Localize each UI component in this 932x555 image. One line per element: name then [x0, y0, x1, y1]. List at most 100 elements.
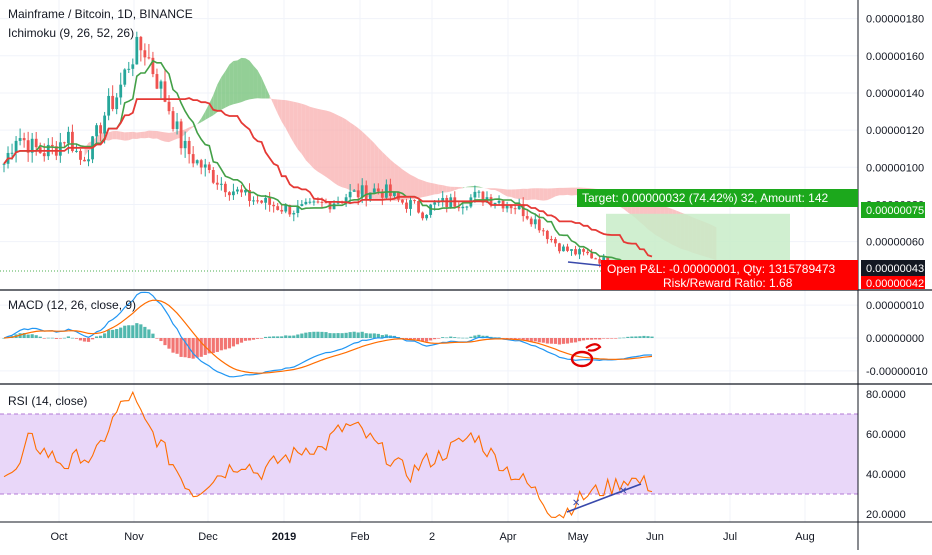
- macd-histogram-bar: [123, 325, 127, 338]
- macd-histogram-bar: [211, 338, 215, 353]
- price-tick-label: 0.00000160: [866, 51, 924, 63]
- cloud-segment: [438, 184, 443, 194]
- macd-histogram-bar: [276, 336, 280, 338]
- macd-histogram-bar: [425, 338, 429, 342]
- time-axis[interactable]: Oct Nov Dec 2019 Feb 2 Apr May Jun Jul Aug: [50, 531, 814, 543]
- cloud-segment: [330, 111, 335, 183]
- candle-body: [87, 159, 90, 162]
- macd-histogram-bar: [312, 331, 316, 338]
- target-label-box[interactable]: [577, 189, 858, 207]
- cloud-segment: [229, 60, 234, 106]
- macd-histogram-bar: [179, 338, 183, 357]
- candle-body: [549, 239, 553, 241]
- macd-histogram-bar: [469, 336, 473, 338]
- macd-annotation-circle[interactable]: [570, 350, 594, 368]
- cloud-segment: [120, 131, 125, 141]
- time-tick-label: Apr: [499, 531, 516, 543]
- candle-body: [123, 69, 127, 85]
- candle-body: [441, 197, 445, 202]
- macd-histogram-bar: [441, 337, 445, 338]
- price-tick-label: 0.00000100: [866, 162, 924, 174]
- macd-histogram-bar: [268, 336, 272, 338]
- candle-body: [244, 189, 247, 193]
- candle-body: [111, 95, 115, 110]
- candle-body: [533, 219, 537, 225]
- candle-body: [155, 74, 159, 89]
- candle-body: [2, 163, 6, 165]
- candle-body: [103, 115, 107, 134]
- candle-body: [473, 191, 477, 198]
- symbol-title[interactable]: Mainframe / Bitcoin, 1D, BINANCE: [8, 7, 193, 21]
- time-tick-label: 2019: [272, 531, 296, 543]
- candle-body: [248, 189, 251, 201]
- cloud-segment: [430, 182, 435, 196]
- macd-histogram-bar: [155, 338, 159, 339]
- candle-body: [26, 140, 30, 153]
- macd-histogram-bar: [219, 338, 223, 351]
- candle-body: [227, 192, 231, 196]
- current-price-tag: 0.00000043: [866, 263, 924, 275]
- macd-histogram-bar: [630, 336, 634, 338]
- macd-histogram-bar: [586, 338, 590, 340]
- candle-body: [66, 131, 70, 144]
- macd-legend[interactable]: MACD (12, 26, close, 9): [8, 298, 136, 312]
- macd-histogram-bar: [340, 333, 344, 338]
- candle-body: [529, 218, 533, 225]
- macd-tick-label: 0.00000000: [866, 333, 924, 345]
- target-label: Target: 0.00000032 (74.42%) 32, Amount: …: [582, 191, 829, 205]
- candle-body: [236, 189, 239, 192]
- candle-body: [159, 81, 163, 89]
- pnl-label-box[interactable]: [601, 260, 858, 290]
- macd-annotation-arrow[interactable]: [585, 343, 602, 352]
- cloud-segment: [293, 101, 298, 150]
- cloud-segment: [563, 187, 568, 196]
- macd-histogram-bar: [74, 338, 79, 339]
- candle-body: [167, 101, 171, 112]
- candle-body: [211, 169, 215, 183]
- cloud-segment: [197, 118, 202, 125]
- macd-histogram-bar: [50, 337, 54, 339]
- macd-histogram-bar: [626, 336, 630, 338]
- rsi-tick-label: 20.0000: [866, 509, 906, 521]
- macd-axis[interactable]: 0.00000010 0.00000000 -0.00000010: [866, 300, 928, 378]
- macd-histogram-bar: [107, 330, 111, 338]
- price-divergence-line[interactable]: [567, 261, 607, 267]
- macd-histogram-bar: [557, 338, 562, 345]
- cloud-segment: [185, 127, 190, 135]
- cloud-segment: [297, 102, 302, 155]
- candle-body: [509, 205, 513, 209]
- macd-histogram-bar: [650, 336, 654, 338]
- rsi-legend[interactable]: RSI (14, close): [8, 394, 87, 408]
- macd-histogram-bar: [614, 338, 618, 339]
- candle-body: [360, 185, 364, 198]
- macd-histogram-bar: [457, 337, 461, 339]
- candle-body: [22, 138, 26, 141]
- candle-body: [429, 204, 433, 215]
- candle-body: [566, 246, 569, 251]
- macd-histogram-bar: [183, 338, 187, 358]
- macd-histogram-bar: [622, 337, 626, 339]
- candle-body: [372, 188, 376, 193]
- macd-histogram-bar: [259, 338, 264, 339]
- cloud-segment: [342, 117, 347, 189]
- candle-body: [481, 191, 485, 203]
- macd-histogram-bar: [247, 338, 252, 341]
- macd-histogram-bar: [461, 337, 465, 339]
- time-tick-label: Aug: [795, 531, 815, 543]
- rsi-band: [0, 414, 858, 494]
- cloud-segment: [249, 60, 254, 100]
- candle-body: [99, 125, 102, 134]
- rsi-axis[interactable]: 80.0000 60.0000 40.0000 20.0000: [866, 389, 906, 521]
- candle-body: [195, 160, 199, 164]
- macd-histogram-bar: [634, 336, 638, 338]
- candle-body: [562, 246, 565, 252]
- cloud-segment: [567, 187, 572, 196]
- cloud-segment: [378, 147, 383, 201]
- price-axis[interactable]: 0.00000180 0.00000160 0.00000140 0.00000120…: [866, 14, 924, 249]
- cloud-segment: [499, 188, 504, 195]
- macd-histogram-bar: [175, 338, 179, 354]
- rsi-trendline[interactable]: [566, 483, 642, 513]
- ichimoku-legend[interactable]: Ichimoku (9, 26, 52, 26): [8, 26, 134, 40]
